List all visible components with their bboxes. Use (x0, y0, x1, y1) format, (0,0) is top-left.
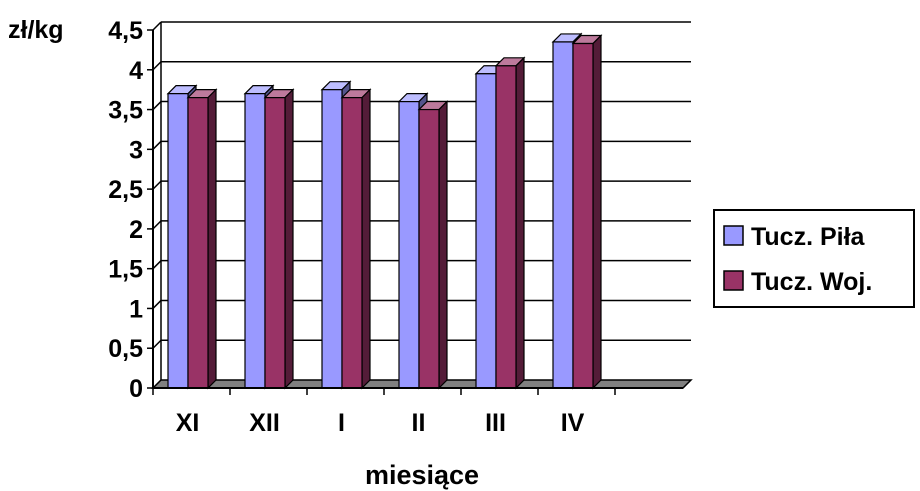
bar-front (341, 97, 363, 389)
legend-label-1: Tucz. Piła (751, 223, 866, 251)
bar-side (438, 100, 448, 390)
bar-front (187, 97, 209, 389)
bar-front (418, 108, 440, 389)
bar-front (495, 65, 517, 389)
bar-front (572, 42, 594, 389)
gridline-depth (152, 220, 162, 230)
y-tick-label: 4 (129, 57, 143, 85)
bars (166, 32, 603, 390)
legend-swatch-1 (723, 225, 744, 246)
bar (186, 88, 218, 390)
bar (494, 56, 526, 390)
gridline-depth (152, 61, 162, 71)
legend-swatch-2 (723, 270, 744, 291)
y-tick-label: 0 (129, 375, 143, 403)
bar-front (321, 89, 343, 389)
bar-front (552, 41, 574, 389)
y-tick-label: 3 (129, 136, 143, 164)
legend-label-2: Tucz. Woj. (751, 268, 872, 296)
bar (571, 34, 603, 390)
x-axis-title: miesiące (365, 460, 479, 490)
gridline-depth (152, 180, 162, 190)
y-tick-label: 1,5 (108, 256, 143, 284)
bar-front (244, 93, 266, 389)
y-tick-label: 0,5 (108, 335, 143, 363)
y-tick-label: 3,5 (108, 97, 143, 125)
y-tick-label: 2,5 (108, 176, 143, 204)
bar (417, 100, 449, 390)
y-tick-label: 4,5 (108, 17, 143, 45)
y-tick-label: 2 (129, 216, 143, 244)
bar-side (515, 56, 525, 390)
gridline-depth (152, 260, 162, 270)
legend: Tucz. Piła Tucz. Woj. (713, 209, 915, 308)
legend-box (713, 209, 915, 308)
x-tick-label: II (412, 409, 426, 437)
bar (263, 88, 295, 390)
x-tick-label: III (485, 409, 506, 437)
gridline-depth (152, 101, 162, 111)
gridline-depth (152, 299, 162, 309)
y-axis-title: zł/kg (8, 16, 64, 44)
bar-front (398, 100, 420, 389)
bar-side (207, 88, 217, 390)
x-tick-label: XI (176, 409, 200, 437)
gridline-depth (152, 339, 162, 349)
x-tick-label: I (338, 409, 345, 437)
axes: 00,511,522,533,544,5XI XII I II III IV (108, 17, 683, 437)
x-tick-label: IV (561, 409, 585, 437)
bar-front (167, 93, 189, 389)
bar-side (592, 34, 602, 390)
gridline-depth (152, 21, 162, 31)
gridline-depth (152, 140, 162, 150)
x-tick-label: XII (249, 409, 280, 437)
bar-front (475, 73, 497, 389)
bar-front (264, 97, 286, 389)
bar (340, 88, 372, 390)
y-tick-label: 1 (129, 295, 143, 323)
bar-side (284, 88, 294, 390)
bar-side (361, 88, 371, 390)
